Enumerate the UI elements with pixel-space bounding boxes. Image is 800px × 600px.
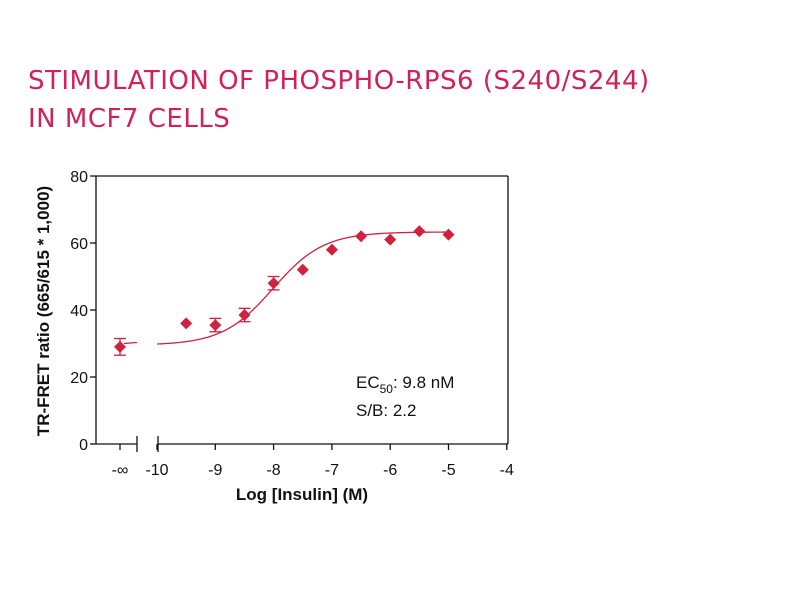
data-point-5 [325, 243, 338, 256]
chart-title: STIMULATION OF PHOSPHO-RPS6 (S240/S244) … [28, 62, 768, 138]
sb-annotation: S/B: 2.2 [356, 401, 416, 420]
data-point-1 [209, 317, 222, 333]
ec50-annotation: EC50: 9.8 nM [356, 373, 454, 396]
diamond-marker-7 [384, 233, 397, 246]
chart-title-line-1: STIMULATION OF PHOSPHO-RPS6 (S240/S244) [28, 66, 650, 96]
x-tick-label-6: -4 [500, 462, 514, 479]
y-tick-label-3: 60 [70, 236, 88, 253]
diamond-marker-8 [413, 225, 426, 238]
chart-title-line-2: IN MCF7 CELLS [28, 104, 231, 134]
x-tick-label-5: -5 [441, 462, 455, 479]
axis-ticks: 0 20 40 60 80 -10 -9 -8 -7 -6 -5 -4 -∞ [70, 169, 514, 479]
diamond-marker-9 [442, 228, 455, 241]
ec50-prefix: EC [356, 373, 380, 392]
ec50-subscript: 50 [380, 382, 394, 396]
data-point-2 [238, 307, 251, 323]
x-tick-label-neg-infinity: -∞ [112, 462, 129, 479]
data-point-baseline [114, 337, 126, 356]
data-point-4 [296, 263, 309, 276]
y-tick-label-1: 20 [70, 370, 88, 387]
data-point-6 [355, 230, 368, 243]
diamond-marker-0 [180, 317, 193, 330]
diamond-marker-5 [325, 243, 338, 256]
data-points-layer [114, 225, 455, 356]
plot-frame [95, 175, 509, 452]
data-point-8 [413, 225, 426, 238]
x-tick-label-1: -9 [208, 462, 222, 479]
y-axis-title: TR-FRET ratio (665/615 * 1,000) [34, 186, 53, 436]
fit-curve [156, 231, 449, 345]
y-tick-label-0: 0 [79, 437, 88, 454]
y-tick-label-4: 80 [70, 169, 88, 186]
diamond-marker-6 [355, 230, 368, 243]
diamond-marker-baseline [114, 340, 126, 353]
diamond-marker-2 [238, 309, 251, 322]
fit-curve-baseline-stub [123, 341, 138, 345]
data-point-0 [180, 317, 193, 330]
data-point-9 [442, 228, 455, 241]
data-point-3 [267, 275, 280, 291]
data-point-7 [384, 233, 397, 246]
x-tick-label-4: -6 [383, 462, 397, 479]
diamond-marker-3 [267, 277, 280, 290]
x-tick-label-3: -7 [325, 462, 339, 479]
fit-curve-layer [123, 231, 449, 345]
diamond-marker-4 [296, 263, 309, 276]
y-tick-label-2: 40 [70, 303, 88, 320]
x-axis-title: Log [Insulin] (M) [236, 485, 368, 504]
x-tick-label-0: -10 [145, 462, 168, 479]
ec50-value: : 9.8 nM [393, 373, 454, 392]
diamond-marker-1 [209, 319, 222, 332]
x-tick-label-2: -8 [266, 462, 280, 479]
